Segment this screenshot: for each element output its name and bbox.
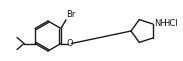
Text: NH: NH: [154, 19, 167, 28]
Text: O: O: [67, 39, 73, 48]
Text: Br: Br: [66, 10, 76, 19]
Text: HCl: HCl: [163, 19, 177, 28]
